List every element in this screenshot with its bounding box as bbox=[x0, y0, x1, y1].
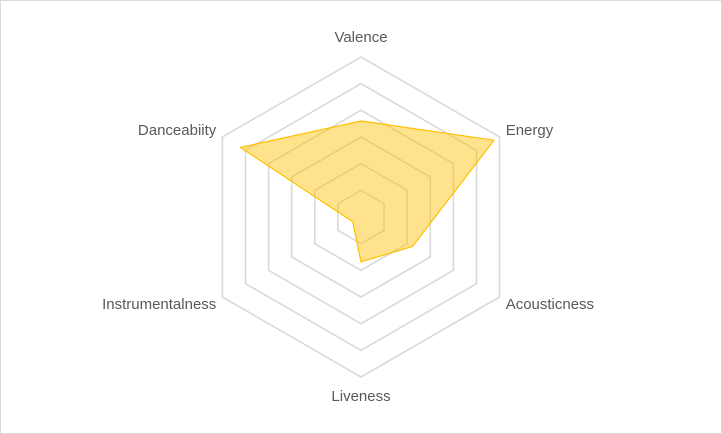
gridline-ring-6 bbox=[221, 56, 501, 378]
axis-label-liveness: Liveness bbox=[331, 388, 390, 405]
axis-label-instrumentalness: Instrumentalness bbox=[102, 296, 216, 313]
axis-label-energy: Energy bbox=[506, 122, 554, 139]
gridline-ring-4 bbox=[267, 109, 455, 325]
gridline-ring-3 bbox=[290, 136, 432, 298]
series-area-0 bbox=[239, 120, 495, 263]
radar-gridlines bbox=[221, 56, 501, 378]
gridline-ring-1 bbox=[337, 189, 385, 245]
gridline-ring-2 bbox=[313, 162, 409, 272]
radar-series bbox=[239, 120, 495, 263]
axis-label-valence: Valence bbox=[334, 29, 387, 46]
axis-label-acousticness: Acousticness bbox=[506, 296, 594, 313]
axis-label-danceabiity: Danceabiity bbox=[138, 122, 217, 139]
radar-axis-labels: Valence Energy Acousticness Liveness Instrum… bbox=[102, 29, 594, 405]
